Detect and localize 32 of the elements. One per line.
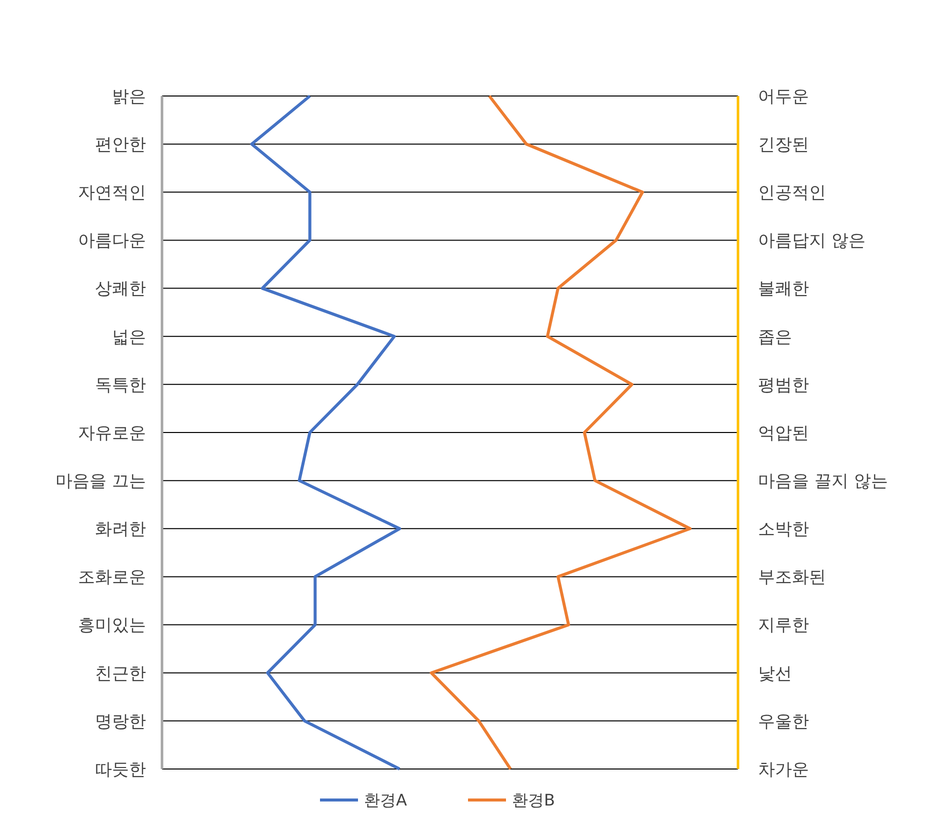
y2-tick-label: 좁은 <box>758 327 792 348</box>
y2-tick-label: 지루한 <box>758 616 809 636</box>
y2-tick-label: 부조화된 <box>758 568 826 588</box>
y-tick-label: 넓은 <box>112 327 146 348</box>
y2-tick-label: 차가운 <box>758 760 809 780</box>
y2-tick-label: 마음을 끌지 않는 <box>758 472 888 492</box>
y-tick-label: 따듯한 <box>95 760 146 780</box>
y-tick-label: 자연적인 <box>78 183 146 204</box>
y-tick-label: 자유로운 <box>78 423 146 444</box>
y2-tick-label: 평범한 <box>758 375 809 396</box>
y-tick-label: 편안한 <box>95 135 146 156</box>
y2-tick-label: 인공적인 <box>758 183 826 204</box>
y-tick-label: 조화로운 <box>78 568 146 588</box>
y-tick-label: 상쾌한 <box>95 279 146 300</box>
y-tick-label: 화려한 <box>95 520 146 540</box>
y2-tick-label: 불쾌한 <box>758 279 809 300</box>
y-tick-label: 마음을 끄는 <box>56 472 146 492</box>
y-tick-label: 흥미있는 <box>78 616 146 636</box>
y2-tick-label: 억압된 <box>758 423 809 444</box>
y2-tick-label: 어두운 <box>758 86 809 107</box>
y2-tick-label: 소박한 <box>758 520 809 540</box>
y-tick-label: 아름다운 <box>78 231 146 252</box>
y-tick-label: 밝은 <box>112 86 146 107</box>
y-tick-label: 독특한 <box>95 375 146 396</box>
y2-tick-label: 긴장된 <box>758 135 809 156</box>
y-tick-label: 친근한 <box>95 664 146 684</box>
y2-tick-label: 우울한 <box>758 712 809 732</box>
legend-label: 환경B <box>512 790 555 810</box>
y2-tick-label: 낯선 <box>758 664 792 684</box>
legend-label: 환경A <box>364 790 407 810</box>
y-tick-label: 명랑한 <box>95 712 146 732</box>
y2-tick-label: 아름답지 않은 <box>758 231 866 252</box>
